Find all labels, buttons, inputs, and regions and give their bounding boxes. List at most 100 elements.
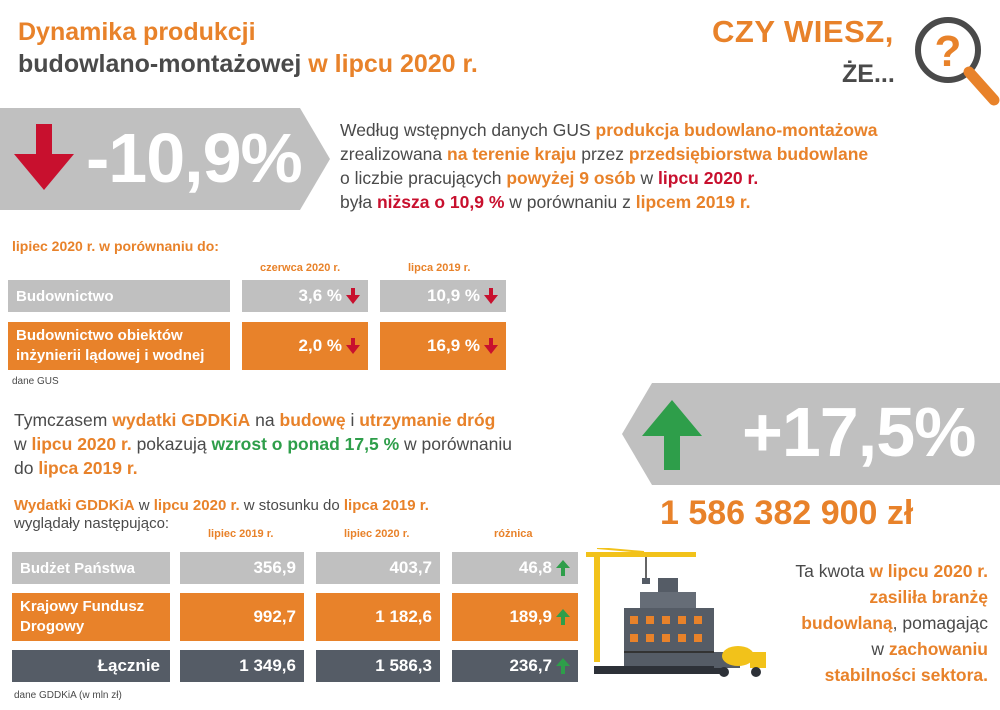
text: zachowaniu <box>888 639 988 659</box>
construction-site-illustration <box>586 548 766 677</box>
text: 1 349,6 <box>239 656 296 675</box>
subtitle-part: budowlano-montażowej <box>18 50 302 78</box>
text: lipca 2019 r. <box>343 497 429 514</box>
value-cell: 1 586,3 <box>316 650 440 682</box>
arrow-up-icon <box>556 609 570 625</box>
text: przedsiębiorstwa budowlane <box>628 144 869 164</box>
text: w lipcu 2020 r. <box>869 561 988 581</box>
decline-value: -10,9% <box>86 119 303 197</box>
text: 3,6 % <box>298 286 342 305</box>
value-cell: 189,9 <box>452 593 578 641</box>
comparison-subtitle: lipiec 2020 r. w porównaniu do: <box>12 238 219 254</box>
text: stabilności sektora. <box>824 665 988 685</box>
value-cell: 3,6 % <box>242 280 368 312</box>
gddkia-paragraph: Tymczasem wydatki GDDKiA na budowę i utr… <box>14 408 594 480</box>
growth-value: +17,5% <box>742 393 976 471</box>
row-label: Łącznie <box>12 650 170 682</box>
column-header: różnica <box>494 528 533 540</box>
arrow-up-icon <box>642 400 702 470</box>
text: 16,9 % <box>427 336 480 355</box>
czy-wiesz-heading: CZY WIESZ, <box>712 14 894 49</box>
text: i <box>345 410 360 430</box>
row-label: Budownictwo <box>8 280 230 312</box>
text: wydatki GDDKiA <box>112 410 251 430</box>
value-cell: 1 182,6 <box>316 593 440 641</box>
text: 1 586,3 <box>375 656 432 675</box>
arrow-down-icon <box>14 124 74 190</box>
text: lipcu 2020 r. <box>153 497 240 514</box>
text: , pomagając <box>892 613 988 633</box>
amount-value: 1 586 382 900 zł <box>660 494 914 532</box>
value-cell: 16,9 % <box>380 322 506 370</box>
page-subtitle: budowlano-montażowej w lipcu 2020 r. <box>18 50 478 79</box>
text: na <box>250 410 280 430</box>
value-cell: 356,9 <box>180 552 304 584</box>
arrow-down-icon <box>484 288 498 304</box>
ze-heading: ŻE... <box>842 60 895 88</box>
text: produkcja budowlano-montażowa <box>595 120 878 140</box>
value-cell: 236,7 <box>452 650 578 682</box>
column-header: lipca 2019 r. <box>408 262 471 274</box>
text: utrzymanie dróg <box>359 410 496 430</box>
column-header: lipiec 2019 r. <box>208 528 274 540</box>
value-cell: 10,9 % <box>380 280 506 312</box>
text: zrealizowana <box>340 144 447 164</box>
row-label: Budownictwo obiektów inżynierii lądowej i… <box>8 322 230 370</box>
text: w <box>871 639 889 659</box>
text: pokazują <box>131 434 212 454</box>
row-label: Budżet Państwa <box>12 552 170 584</box>
text: w <box>14 434 32 454</box>
text: 189,9 <box>509 607 552 626</box>
text: 356,9 <box>253 558 296 577</box>
value-cell: 403,7 <box>316 552 440 584</box>
arrow-down-icon <box>346 288 360 304</box>
text: lipca 2019 r. <box>38 458 138 478</box>
value-cell: 2,0 % <box>242 322 368 370</box>
column-header: czerwca 2020 r. <box>260 262 341 274</box>
source-note: dane GDDKiA (w mln zł) <box>14 690 122 701</box>
text: Według wstępnych danych GUS <box>340 120 596 140</box>
row-label: Krajowy Fundusz Drogowy <box>12 593 170 641</box>
text: 403,7 <box>389 558 432 577</box>
closing-paragraph: Ta kwota w lipcu 2020 r. zasiliła branżę… <box>706 558 988 688</box>
text: w <box>134 497 154 514</box>
text: lipcu 2020 r. <box>658 168 759 188</box>
text: Drogowy <box>20 618 85 635</box>
text: była <box>340 192 377 212</box>
text: Wydatki GDDKiA <box>14 497 135 514</box>
text: budowę <box>279 410 346 430</box>
svg-text:?: ? <box>935 27 962 76</box>
arrow-down-icon <box>484 338 498 354</box>
text: Ta kwota <box>795 561 870 581</box>
column-header: lipiec 2020 r. <box>344 528 410 540</box>
text: Budżet Państwa <box>20 559 136 577</box>
text: lipcu 2020 r. <box>31 434 132 454</box>
text: 236,7 <box>509 656 552 675</box>
arrow-up-icon <box>556 560 570 576</box>
text: Łącznie <box>97 656 160 675</box>
text: w porównaniu z <box>504 192 636 212</box>
text: na terenie kraju <box>447 144 577 164</box>
value-cell: 46,8 <box>452 552 578 584</box>
text: do <box>14 458 39 478</box>
text: w porównaniu <box>399 434 513 454</box>
text: wzrost o ponad 17,5 % <box>211 434 400 454</box>
magnifier-question-icon: ? <box>915 17 1000 106</box>
value-cell: 1 349,6 <box>180 650 304 682</box>
text: zasiliła branżę <box>869 587 988 607</box>
text: inżynierii lądowej i wodnej <box>16 347 205 364</box>
text: lipcem 2019 r. <box>635 192 751 212</box>
value-cell: 992,7 <box>180 593 304 641</box>
arrow-up-icon <box>556 658 570 674</box>
text: przez <box>576 144 629 164</box>
text: w stosunku do <box>239 497 344 514</box>
text: 2,0 % <box>298 336 342 355</box>
page-title: Dynamika produkcji <box>18 18 256 46</box>
text: Tymczasem <box>14 410 113 430</box>
text: w <box>635 168 659 188</box>
text: niższa o 10,9 % <box>376 192 505 212</box>
gddkia-table-subtitle: Wydatki GDDKiA w lipcu 2020 r. w stosunk… <box>14 497 429 533</box>
text: o liczbie pracujących <box>340 168 507 188</box>
text: 1 182,6 <box>375 607 432 626</box>
subtitle-date: w lipcu 2020 r. <box>308 50 478 78</box>
